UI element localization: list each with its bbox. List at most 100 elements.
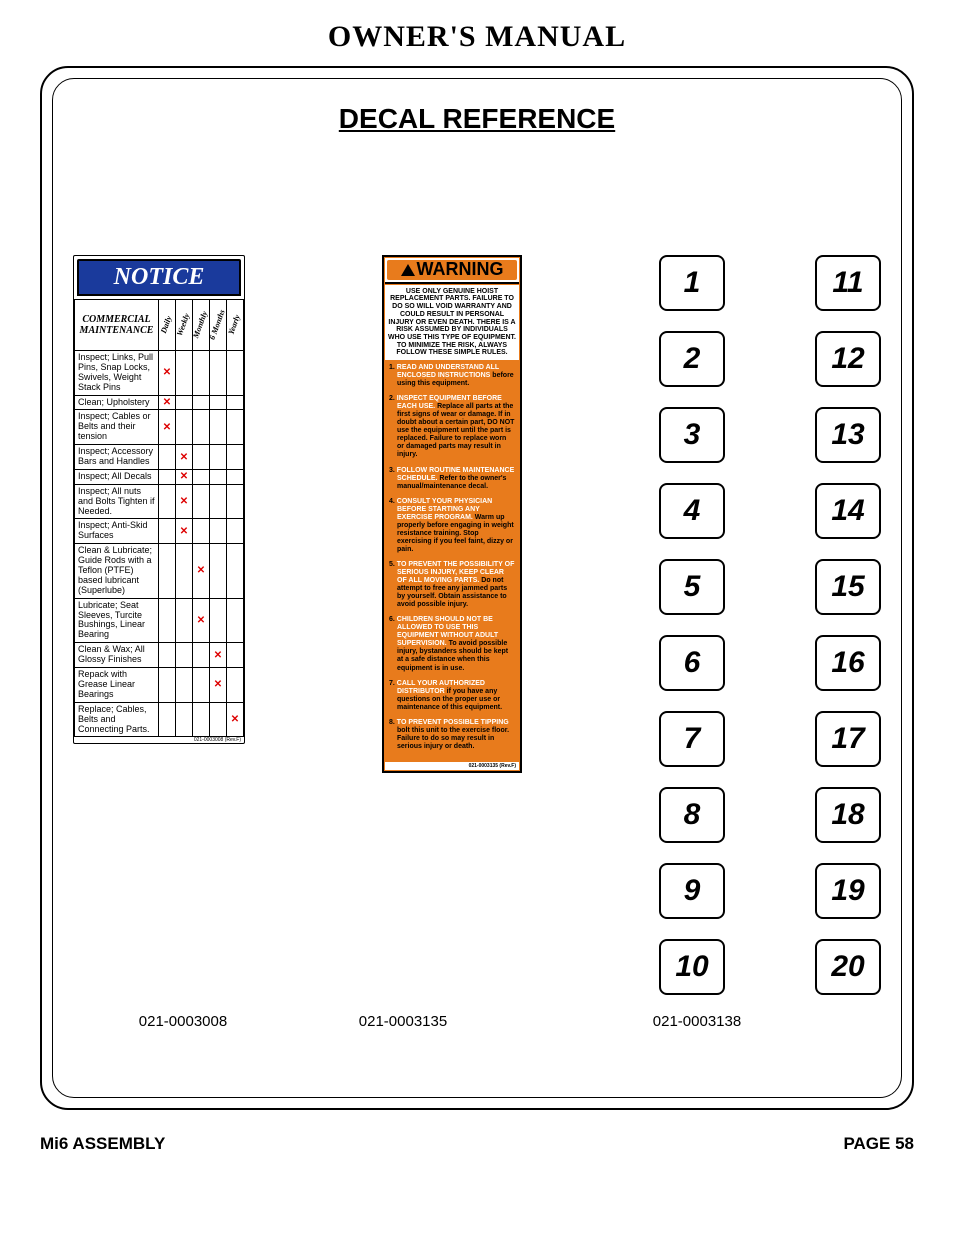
mark-cell — [193, 643, 210, 668]
footer-left: Mi6 ASSEMBLY — [40, 1134, 165, 1154]
task-cell: Inspect; Anti-Skid Surfaces — [75, 519, 159, 544]
mark-cell — [176, 395, 193, 410]
section-title: DECAL REFERENCE — [63, 103, 891, 135]
notice-decal: NOTICE COMMERCIAL MAINTENANCEDailyWeekly… — [73, 255, 245, 744]
mark-cell — [176, 410, 193, 445]
notice-freq-header: Yearly — [227, 300, 244, 351]
mark-cell: ✕ — [193, 598, 210, 643]
mark-cell — [193, 445, 210, 470]
table-row: Clean & Lubricate; Guide Rods with a Tef… — [75, 544, 244, 598]
page: OWNER'S MANUAL DECAL REFERENCE NOTICE CO… — [0, 20, 954, 1174]
table-row: Inspect; Anti-Skid Surfaces ✕ — [75, 519, 244, 544]
mark-cell: ✕ — [176, 445, 193, 470]
notice-thead: COMMERCIAL MAINTENANCEDailyWeeklyMonthly… — [75, 300, 244, 351]
mark-cell — [159, 643, 176, 668]
number-tile: 18 — [815, 787, 881, 843]
number-tile: 4 — [659, 483, 725, 539]
warning-item: 3. FOLLOW ROUTINE MAINTENANCE SCHEDULE. … — [389, 467, 515, 491]
mark-cell: ✕ — [176, 519, 193, 544]
task-cell: Clean & Lubricate; Guide Rods with a Tef… — [75, 544, 159, 598]
number-tile: 9 — [659, 863, 725, 919]
footer-right: PAGE 58 — [843, 1134, 914, 1154]
mark-cell — [210, 544, 227, 598]
mark-cell: ✕ — [176, 469, 193, 484]
mark-cell: ✕ — [193, 544, 210, 598]
mark-cell — [193, 519, 210, 544]
mark-cell — [227, 395, 244, 410]
notice-tasks-header: COMMERCIAL MAINTENANCE — [75, 300, 159, 351]
number-tile: 8 — [659, 787, 725, 843]
number-tile: 2 — [659, 331, 725, 387]
mark-cell — [159, 668, 176, 703]
notice-table: COMMERCIAL MAINTENANCEDailyWeeklyMonthly… — [74, 299, 244, 737]
mark-cell — [227, 445, 244, 470]
warning-header: WARNING — [387, 260, 517, 280]
outer-frame: DECAL REFERENCE NOTICE COMMERCIAL MAINTE… — [40, 66, 914, 1110]
number-tile: 6 — [659, 635, 725, 691]
number-tile: 10 — [659, 939, 725, 995]
number-tile: 19 — [815, 863, 881, 919]
number-column-right: 11121314151617181920 — [815, 255, 881, 995]
mark-cell — [176, 702, 193, 737]
task-cell: Inspect; Accessory Bars and Handles — [75, 445, 159, 470]
mark-cell — [176, 643, 193, 668]
mark-cell — [159, 519, 176, 544]
mark-cell — [159, 445, 176, 470]
table-row: Repack with Grease Linear Bearings✕ — [75, 668, 244, 703]
mark-cell — [159, 702, 176, 737]
mark-cell — [227, 484, 244, 519]
mark-cell — [227, 469, 244, 484]
mark-cell — [159, 484, 176, 519]
mark-cell — [210, 410, 227, 445]
mark-cell — [210, 519, 227, 544]
table-row: Inspect; All nuts and Bolts Tighten if N… — [75, 484, 244, 519]
number-tile: 16 — [815, 635, 881, 691]
task-cell: Lubricate; Seat Sleeves, Turcite Bushing… — [75, 598, 159, 643]
task-cell: Clean; Upholstery — [75, 395, 159, 410]
mark-cell: ✕ — [210, 643, 227, 668]
notice-smallprint: 021-0003008 (Rev.F) — [74, 737, 244, 743]
notice-freq-header: Monthly — [193, 300, 210, 351]
mark-cell — [193, 395, 210, 410]
mark-cell: ✕ — [227, 702, 244, 737]
mark-cell — [193, 702, 210, 737]
mark-cell — [210, 469, 227, 484]
number-tile: 11 — [815, 255, 881, 311]
number-tile: 17 — [815, 711, 881, 767]
mark-cell — [176, 351, 193, 396]
mark-cell — [227, 544, 244, 598]
table-row: Clean; Upholstery✕ — [75, 395, 244, 410]
mark-cell — [210, 598, 227, 643]
task-cell: Clean & Wax; All Glossy Finishes — [75, 643, 159, 668]
mark-cell: ✕ — [159, 395, 176, 410]
warning-header-text: WARNING — [417, 260, 504, 280]
mark-cell — [210, 445, 227, 470]
number-tile: 15 — [815, 559, 881, 615]
task-cell: Replace; Cables, Belts and Connecting Pa… — [75, 702, 159, 737]
table-row: Inspect; Cables or Belts and their tensi… — [75, 410, 244, 445]
mark-cell: ✕ — [159, 351, 176, 396]
mark-cell — [159, 598, 176, 643]
mark-cell — [210, 395, 227, 410]
mark-cell: ✕ — [159, 410, 176, 445]
number-tile: 14 — [815, 483, 881, 539]
page-footer: Mi6 ASSEMBLY PAGE 58 — [40, 1134, 914, 1154]
number-tile: 12 — [815, 331, 881, 387]
number-tile: 20 — [815, 939, 881, 995]
mark-cell — [227, 643, 244, 668]
document-title: OWNER'S MANUAL — [40, 20, 914, 54]
notice-freq-header: Weekly — [176, 300, 193, 351]
warning-decal: WARNING USE ONLY GENUINE HOIST REPLACEME… — [382, 255, 522, 773]
table-row: Inspect; Links, Pull Pins, Snap Locks, S… — [75, 351, 244, 396]
warning-item: 7. CALL YOUR AUTHORIZED DISTRIBUTOR if y… — [389, 680, 515, 712]
mark-cell — [176, 668, 193, 703]
warning-column: WARNING USE ONLY GENUINE HOIST REPLACEME… — [382, 255, 522, 773]
warning-item: 1. READ AND UNDERSTAND ALL ENCLOSED INST… — [389, 364, 515, 388]
mark-cell — [193, 469, 210, 484]
mark-cell: ✕ — [176, 484, 193, 519]
number-tile: 1 — [659, 255, 725, 311]
warning-list: 1. READ AND UNDERSTAND ALL ENCLOSED INST… — [384, 360, 520, 762]
number-tiles: 12345678910 11121314151617181920 — [659, 255, 881, 995]
part-number-notice: 021-0003008 — [63, 1013, 303, 1030]
table-row: Clean & Wax; All Glossy Finishes ✕ — [75, 643, 244, 668]
